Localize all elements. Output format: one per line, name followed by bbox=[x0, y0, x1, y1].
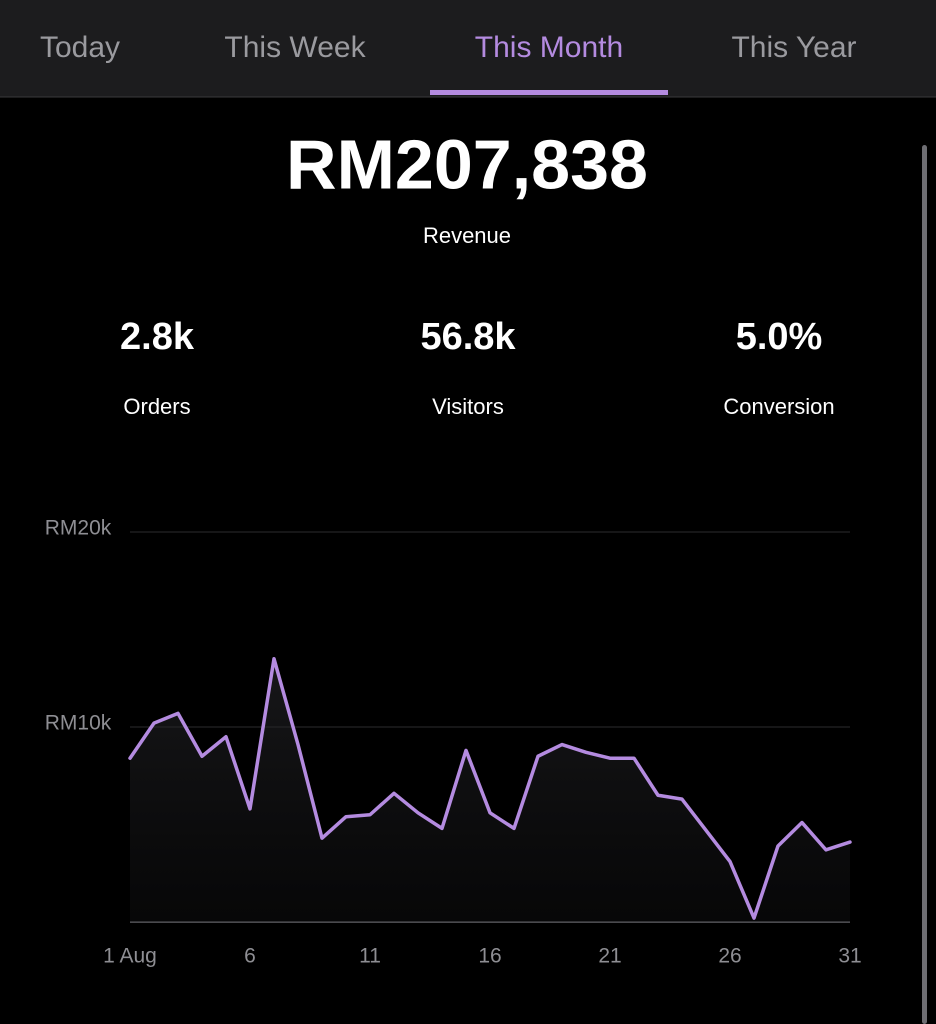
stat-label: Visitors bbox=[432, 394, 504, 419]
y-tick-label: RM20k bbox=[45, 517, 112, 540]
x-tick-label: 11 bbox=[359, 945, 381, 968]
area bbox=[130, 658, 850, 922]
tab[interactable]: This Week bbox=[224, 31, 366, 64]
revenue-value: RM207,838 bbox=[286, 125, 648, 203]
tab-indicator bbox=[430, 90, 668, 95]
stat-value: 5.0% bbox=[736, 316, 823, 358]
x-tick-label: 16 bbox=[478, 945, 501, 968]
scrollbar bbox=[922, 145, 927, 1024]
tab[interactable]: This Month bbox=[475, 31, 623, 64]
stat-value: 2.8k bbox=[120, 316, 195, 358]
x-tick-label: 6 bbox=[244, 945, 256, 968]
stat-value: 56.8k bbox=[420, 316, 516, 358]
x-tick-label: 26 bbox=[718, 945, 741, 968]
tab-bar bbox=[0, 0, 936, 97]
x-tick-label: 21 bbox=[598, 945, 621, 968]
tab[interactable]: Today bbox=[40, 31, 120, 64]
revenue-label: Revenue bbox=[423, 223, 511, 248]
tabs: Today This Week This Month This Year bbox=[40, 31, 857, 95]
stat-label: Conversion bbox=[723, 394, 834, 419]
stat-label: Orders bbox=[123, 394, 190, 419]
tab[interactable]: This Year bbox=[731, 31, 856, 64]
chart: RM10k RM20k 1 Aug 6 11 16 21 26 31 bbox=[45, 517, 862, 968]
x-tick-label: 31 bbox=[838, 945, 861, 968]
y-tick-label: RM10k bbox=[45, 712, 112, 735]
stats: 2.8k Orders 56.8k Visitors 5.0% Conversion bbox=[120, 316, 835, 419]
line bbox=[128, 657, 852, 920]
x-tick-label: 1 Aug bbox=[103, 945, 157, 968]
